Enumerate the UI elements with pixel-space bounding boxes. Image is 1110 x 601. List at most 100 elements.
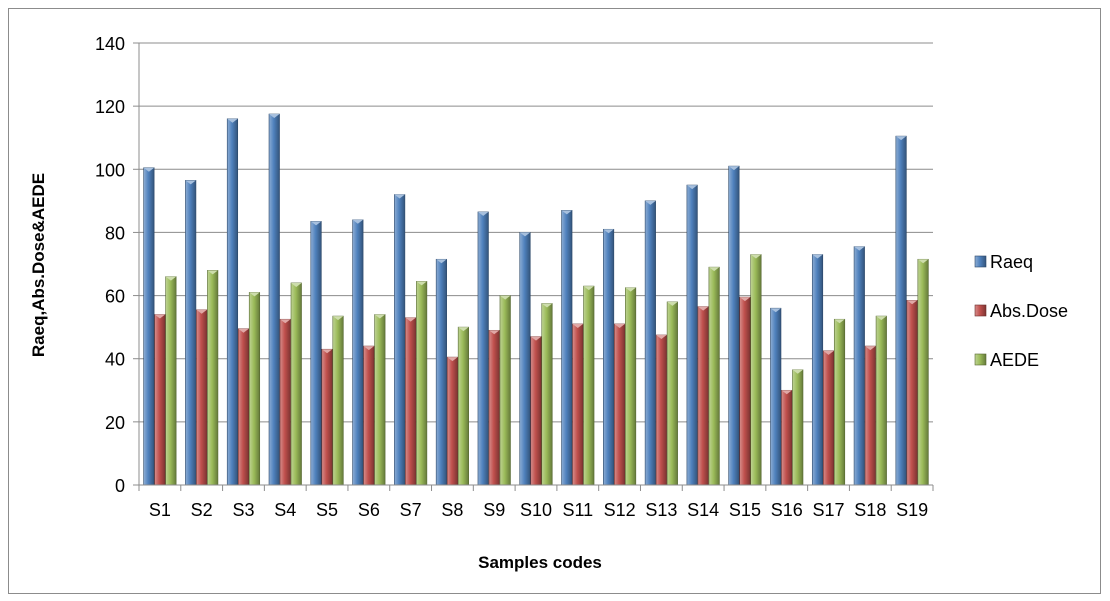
bar-top-cap bbox=[865, 346, 876, 351]
bar-top-cap bbox=[708, 267, 720, 272]
x-tick-label: S14 bbox=[687, 500, 719, 520]
bar-abs-dose-s1 bbox=[154, 314, 166, 486]
bar-aede-s6 bbox=[374, 314, 386, 486]
bar-abs-dose-s17 bbox=[822, 350, 835, 486]
bar-raeq-s11 bbox=[561, 210, 573, 486]
bar-raeq-s12 bbox=[603, 228, 615, 486]
bar-raeq-s8 bbox=[435, 258, 447, 486]
bar-abs-dose-s5 bbox=[321, 348, 333, 486]
bar-top-cap bbox=[561, 210, 573, 215]
bar-top-cap bbox=[269, 114, 280, 119]
x-tick-label: S18 bbox=[854, 500, 886, 520]
bar-top-cap bbox=[374, 314, 386, 319]
bar-top-cap bbox=[321, 349, 333, 354]
x-tick-label: S7 bbox=[400, 500, 422, 520]
bar-aede-s11 bbox=[583, 285, 595, 486]
bar-aede-s1 bbox=[165, 276, 177, 486]
bar-top-cap bbox=[405, 317, 416, 322]
y-tick-label: 40 bbox=[105, 350, 125, 370]
bar-top-cap bbox=[519, 232, 531, 237]
x-axis-title: Samples codes bbox=[478, 553, 602, 572]
x-tick-label: S11 bbox=[562, 500, 593, 520]
bar-abs-dose-s10 bbox=[530, 336, 542, 486]
bar-top-cap bbox=[917, 259, 929, 264]
bar-raeq-s10 bbox=[519, 232, 531, 486]
bar-aede-s8 bbox=[457, 326, 469, 486]
bar-abs-dose-s2 bbox=[196, 309, 208, 486]
bar-raeq-s14 bbox=[686, 184, 698, 486]
bar-abs-dose-s13 bbox=[655, 334, 667, 486]
bar-top-cap bbox=[686, 185, 698, 190]
bar-abs-dose-s14 bbox=[697, 306, 709, 486]
y-tick-label: 80 bbox=[105, 223, 125, 243]
bar-top-cap bbox=[906, 300, 918, 305]
bar-top-cap bbox=[834, 319, 845, 324]
bar-top-cap bbox=[823, 350, 834, 355]
bar-top-cap bbox=[436, 259, 447, 264]
bar-abs-dose-s9 bbox=[488, 329, 500, 486]
bar-aede-s14 bbox=[708, 266, 720, 486]
x-tick-label: S17 bbox=[813, 500, 845, 520]
bar-aede-s2 bbox=[207, 270, 219, 486]
x-tick-label: S12 bbox=[604, 500, 636, 520]
x-tick-label: S4 bbox=[274, 500, 296, 520]
bar-raeq-s18 bbox=[853, 246, 865, 486]
bar-abs-dose-s19 bbox=[906, 300, 918, 486]
bar-aede-s15 bbox=[750, 254, 762, 486]
bar-top-cap bbox=[572, 323, 584, 328]
bar-top-cap bbox=[812, 254, 823, 259]
y-tick-label: 120 bbox=[95, 97, 125, 117]
bar-raeq-s5 bbox=[310, 221, 322, 486]
bar-top-cap bbox=[625, 287, 636, 292]
bar-top-cap bbox=[614, 323, 625, 328]
bar-raeq-s19 bbox=[895, 135, 907, 486]
bar-abs-dose-s18 bbox=[864, 345, 876, 486]
bar-top-cap bbox=[781, 390, 792, 395]
x-tick-label: S16 bbox=[771, 500, 803, 520]
bar-top-cap bbox=[332, 316, 344, 321]
x-tick-label: S9 bbox=[483, 500, 505, 520]
bar-top-cap bbox=[854, 246, 865, 251]
bar-top-cap bbox=[499, 295, 511, 300]
y-tick-labels: 0 20 40 60 80 100 120 140 bbox=[95, 34, 125, 496]
bar-top-cap bbox=[280, 319, 291, 324]
y-tick-label: 60 bbox=[105, 287, 125, 307]
bar-top-cap bbox=[645, 200, 656, 205]
bar-top-cap bbox=[530, 336, 542, 341]
bar-abs-dose-s3 bbox=[237, 328, 250, 486]
bar-top-cap bbox=[185, 180, 196, 185]
bar-raeq-s13 bbox=[644, 200, 656, 486]
bar-top-cap bbox=[154, 314, 166, 319]
bar-top-cap bbox=[895, 136, 907, 141]
bar-aede-s3 bbox=[248, 292, 261, 486]
y-tick-label: 100 bbox=[95, 160, 125, 180]
legend-swatch bbox=[974, 255, 987, 268]
bar-top-cap bbox=[541, 303, 553, 308]
bar-top-cap bbox=[249, 292, 260, 297]
bar-abs-dose-s7 bbox=[405, 317, 417, 486]
legend-label: AEDE bbox=[990, 350, 1039, 370]
bar-raeq-s6 bbox=[352, 219, 364, 486]
bar-top-cap bbox=[291, 282, 302, 287]
x-tick-label: S10 bbox=[520, 500, 552, 520]
bar-raeq-s16 bbox=[770, 307, 782, 486]
bar-top-cap bbox=[697, 306, 709, 311]
bar-top-cap bbox=[728, 166, 740, 171]
bar-top-cap bbox=[165, 276, 177, 281]
x-tick-label: S13 bbox=[645, 500, 677, 520]
bar-aede-s17 bbox=[833, 318, 846, 486]
bar-top-cap bbox=[656, 335, 667, 340]
bar-top-cap bbox=[750, 254, 762, 259]
bar-raeq-s4 bbox=[268, 113, 280, 486]
bar-abs-dose-s6 bbox=[363, 345, 375, 486]
bar-aede-s13 bbox=[666, 301, 678, 486]
bar-top-cap bbox=[227, 118, 238, 123]
bar-top-cap bbox=[667, 301, 678, 306]
x-tick-label: S6 bbox=[358, 500, 380, 520]
x-tick-label: S1 bbox=[149, 500, 171, 520]
y-tick-label: 20 bbox=[105, 413, 125, 433]
bar-abs-dose-s16 bbox=[781, 389, 793, 486]
bar-top-cap bbox=[447, 357, 458, 362]
bars bbox=[138, 113, 934, 491]
